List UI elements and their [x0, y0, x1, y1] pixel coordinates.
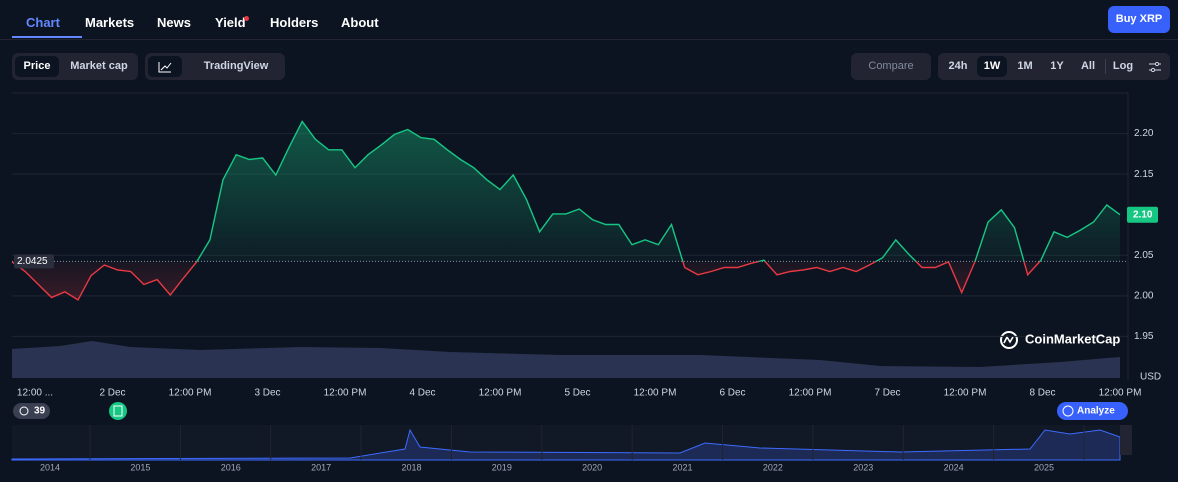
price-line	[11, 120, 1121, 301]
log-button[interactable]: Log	[1112, 60, 1134, 72]
year-label: 2019	[492, 462, 512, 472]
note-icon[interactable]	[109, 402, 127, 420]
range-button[interactable]: 1M	[1017, 60, 1033, 72]
type-group: TradingView	[145, 53, 285, 80]
history-count: 39	[34, 406, 46, 417]
y-tick-label: 2.00	[1134, 290, 1154, 301]
year-label: 2014	[40, 462, 60, 472]
year-label: 2018	[401, 462, 421, 472]
last-price-badge	[1127, 206, 1158, 223]
settings-button[interactable]	[1142, 56, 1168, 77]
year-label: 2023	[853, 462, 873, 472]
x-tick-label: 12:00 PM	[634, 388, 677, 399]
tradingview-button[interactable]: TradingView	[203, 60, 269, 72]
tab[interactable]: Holders	[270, 15, 319, 30]
range-button[interactable]: All	[1080, 60, 1096, 72]
range-group: 24h 1W 1M 1Y All Log	[938, 53, 1170, 80]
divider	[0, 39, 1178, 40]
x-tick-label: 12:00 ...	[17, 388, 53, 399]
tab[interactable]: About	[341, 15, 379, 30]
range-button[interactable]: 24h	[948, 60, 968, 72]
reference-badge	[14, 254, 54, 269]
year-label: 2016	[221, 462, 241, 472]
watermark-logo	[1000, 331, 1018, 349]
year-label: 2017	[311, 462, 331, 472]
buy-button[interactable]: Buy XRP	[1108, 6, 1170, 33]
y-tick-label: 2.20	[1134, 128, 1154, 139]
y-tick-label: 2.05	[1134, 250, 1154, 261]
x-tick-label: 12:00 PM	[789, 388, 832, 399]
year-label: 2025	[1034, 462, 1054, 472]
x-tick-label: 6 Dec	[719, 388, 745, 399]
volume-area	[12, 341, 1120, 378]
compare-label: Compare	[868, 60, 914, 72]
tab[interactable]: Chart	[26, 15, 60, 30]
x-tick-label: 5 Dec	[564, 388, 590, 399]
mode-button[interactable]: Price	[15, 56, 59, 77]
year-label: 2024	[944, 462, 964, 472]
history-icon	[19, 406, 29, 416]
settings-icon	[1149, 61, 1161, 73]
line-icon	[158, 62, 172, 73]
x-tick-label: 12:00 PM	[479, 388, 522, 399]
line-button[interactable]	[148, 56, 182, 77]
note-glyph	[113, 405, 123, 417]
x-tick-label: 7 Dec	[874, 388, 900, 399]
reference-label: 2.0425	[17, 256, 48, 267]
x-tick-label: 8 Dec	[1029, 388, 1055, 399]
tab[interactable]: News	[157, 15, 191, 30]
analyze-button[interactable]	[1057, 402, 1128, 420]
x-tick-label: 12:00 PM	[944, 388, 987, 399]
year-label: 2015	[130, 462, 150, 472]
separator	[1105, 59, 1106, 74]
tab-underline	[12, 36, 82, 38]
compare[interactable]: Compare	[851, 53, 931, 80]
year-label: 2022	[763, 462, 783, 472]
x-tick-label: 12:00 PM	[324, 388, 367, 399]
navigator-handle[interactable]	[1120, 425, 1132, 455]
x-tick-label: 3 Dec	[254, 388, 280, 399]
range-button[interactable]: 1Y	[1050, 60, 1064, 72]
range-button[interactable]: 1W	[977, 56, 1007, 77]
x-tick-label: 12:00 PM	[1099, 388, 1142, 399]
y-tick-label: 1.95	[1134, 331, 1154, 342]
x-tick-label: 2 Dec	[99, 388, 125, 399]
last-price-label: 2.10	[1133, 209, 1153, 220]
year-label: 2021	[673, 462, 693, 472]
y-tick-label: 2.15	[1134, 169, 1154, 180]
analyze-label: Analyze	[1077, 406, 1115, 417]
tab[interactable]: Markets	[85, 15, 135, 30]
tab[interactable]: Yield	[215, 15, 246, 30]
mode-group: Price Market cap	[12, 53, 138, 80]
year-label: 2020	[582, 462, 602, 472]
currency-label: USD	[1140, 372, 1161, 383]
watermark: CoinMarketCap	[1025, 331, 1120, 346]
analyze-icon	[1062, 405, 1074, 417]
mode-button[interactable]: Market cap	[70, 60, 128, 72]
new-dot	[244, 16, 249, 21]
x-tick-label: 4 Dec	[409, 388, 435, 399]
price-area	[12, 121, 1120, 300]
x-tick-label: 12:00 PM	[169, 388, 212, 399]
